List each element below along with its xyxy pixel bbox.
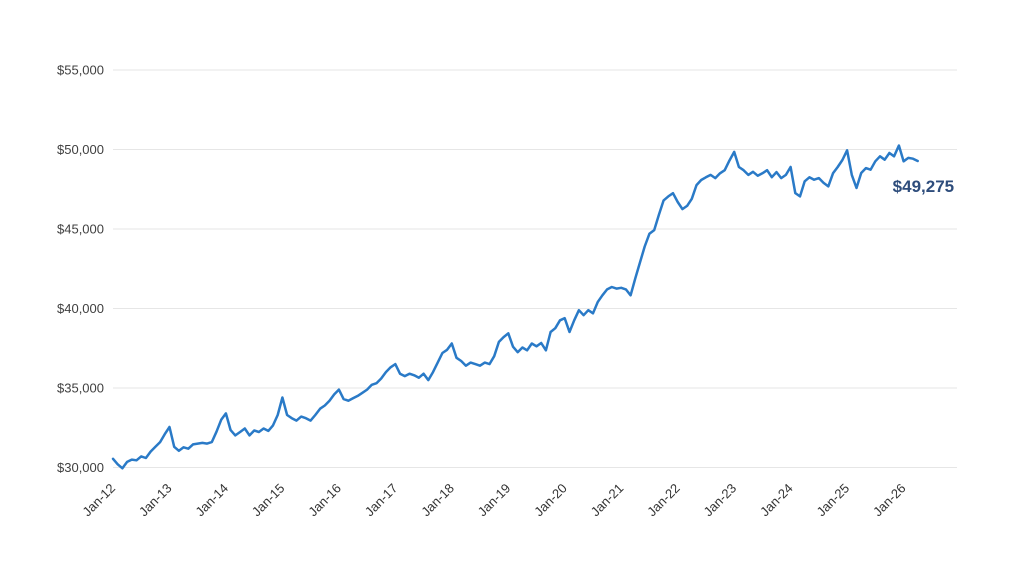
x-axis-tick-label: Jan-17: [362, 481, 401, 520]
y-axis-tick-label: $50,000: [57, 142, 104, 157]
x-axis-tick-label: Jan-21: [588, 481, 627, 520]
y-axis-tick-label: $45,000: [57, 222, 104, 237]
x-axis-tick-label: Jan-26: [870, 481, 909, 520]
x-axis-tick-label: Jan-18: [418, 481, 457, 520]
series-line: [111, 144, 919, 470]
x-axis-tick-label: Jan-14: [192, 481, 231, 520]
x-axis-tick-label: Jan-13: [136, 481, 175, 520]
x-axis-tick-label: Jan-16: [305, 481, 344, 520]
x-axis-tick-label: Jan-24: [757, 481, 796, 520]
y-axis-tick-label: $40,000: [57, 301, 104, 316]
y-axis-tick-label: $55,000: [57, 63, 104, 78]
y-axis-tick-label: $35,000: [57, 381, 104, 396]
x-axis-tick-label: Jan-15: [249, 481, 288, 520]
x-axis-tick-label: Jan-12: [79, 481, 118, 520]
x-axis-tick-label: Jan-20: [531, 481, 570, 520]
x-axis-tick-label: Jan-25: [813, 481, 852, 520]
x-axis-tick-label: Jan-23: [701, 481, 740, 520]
last-value-label: $49,275: [893, 177, 954, 196]
x-axis-tick-label: Jan-19: [475, 481, 514, 520]
x-axis-tick-label: Jan-22: [644, 481, 683, 520]
y-axis-tick-label: $30,000: [57, 460, 104, 475]
